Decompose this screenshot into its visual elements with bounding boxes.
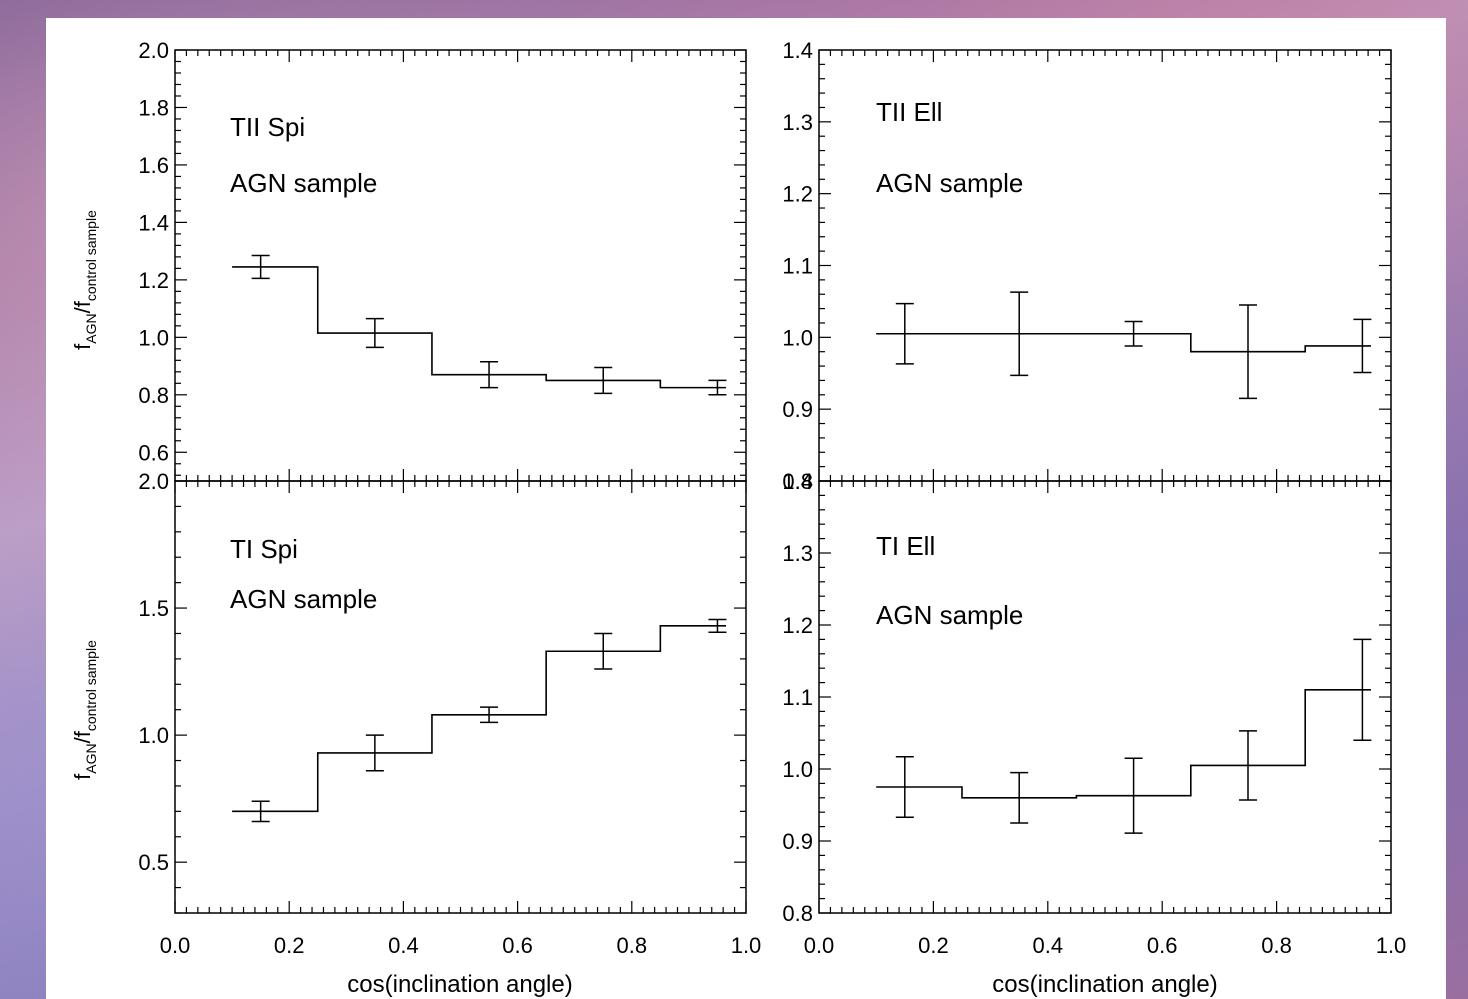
- subplot-1: 0.6 0.8 1.0 1.2 1.4 1.6 1.8 2.0 TII Spi AGN sampl…: [70, 38, 747, 482]
- x-tick-label: 0.0: [804, 933, 835, 958]
- y-tick-label: 1.0: [782, 757, 813, 782]
- error-bar: [708, 379, 727, 396]
- x-tick-label: 0.8: [617, 933, 648, 958]
- error-bar: [594, 366, 613, 395]
- y-label-sub2: control sample: [83, 210, 99, 301]
- x-axis-label: cos(inclination angle): [347, 971, 572, 998]
- panel-label: TII Ell: [876, 97, 942, 127]
- y-tick-label: 1.3: [782, 541, 813, 566]
- sample-label: AGN sample: [230, 584, 377, 614]
- y-tick-label: 0.8: [138, 383, 169, 408]
- y-tick-label: 1.0: [138, 723, 169, 748]
- error-bar: [1124, 757, 1143, 834]
- x-tick-label: 0.8: [1261, 933, 1292, 958]
- step-line: [876, 689, 1371, 799]
- error-bar: [1239, 304, 1257, 400]
- y-label-main: f: [70, 343, 95, 350]
- panel-label: TI Spi: [230, 534, 298, 564]
- y-tick-label: 1.8: [138, 95, 169, 120]
- x-axis-label: cos(inclination angle): [992, 971, 1217, 998]
- x-tick-label: 0.4: [1033, 933, 1064, 958]
- y-tick-label: 1.4: [138, 210, 169, 235]
- subplot-3: 0.5 1.0 1.5 2.0 0.0 0.2 0.4 0.6 0.8 1.0 TI Spi AGN …: [70, 469, 761, 998]
- step-line: [876, 332, 1371, 353]
- y-tick-label: 1.2: [138, 268, 169, 293]
- y-axis-label: fAGN/fcontrol sample: [70, 210, 99, 350]
- x-tick-label: 0.6: [1147, 933, 1178, 958]
- y-label-sub1: AGN: [83, 313, 99, 343]
- step-line: [232, 625, 727, 813]
- x-tick-label: 0.6: [502, 933, 533, 958]
- y-label-main: f: [70, 773, 95, 780]
- error-bar: [1124, 320, 1143, 347]
- x-tick-label: 0.2: [918, 933, 949, 958]
- y-axis-label: fAGN/fcontrol sample: [70, 640, 99, 780]
- x-tick-label: 0.4: [388, 933, 419, 958]
- y-tick-label: 1.2: [782, 613, 813, 638]
- sample-label: AGN sample: [876, 168, 1023, 198]
- panel-label: TII Spi: [230, 112, 305, 142]
- error-bar: [895, 756, 914, 818]
- step-line: [232, 266, 727, 389]
- y-label-sub1: AGN: [83, 743, 99, 773]
- y-tick-label: 1.3: [782, 110, 813, 135]
- y-tick-label: 0.9: [782, 829, 813, 854]
- y-label-sub2: control sample: [83, 640, 99, 731]
- y-tick-label: 1.6: [138, 153, 169, 178]
- subplot-2: 0.8 0.9 1.0 1.1 1.2 1.3 1.4 TII Ell AGN sample: [782, 38, 1392, 494]
- error-bar: [251, 254, 270, 280]
- sample-label: AGN sample: [876, 600, 1023, 630]
- sample-label: AGN sample: [230, 168, 377, 198]
- y-tick-label: 1.5: [138, 596, 169, 621]
- x-tick-label: 0.0: [160, 933, 191, 958]
- error-bar: [1239, 730, 1257, 801]
- error-bar: [1353, 638, 1372, 741]
- error-bar: [251, 800, 270, 823]
- y-tick-label: 0.8: [782, 901, 813, 926]
- plot-layer: 0.6 0.8 1.0 1.2 1.4 1.6 1.8 2.0 TII Spi AGN sampl…: [70, 38, 1406, 998]
- error-bar: [365, 734, 384, 772]
- y-tick-label: 2.0: [138, 38, 169, 63]
- error-bar: [1353, 318, 1372, 374]
- error-bar: [1010, 291, 1029, 377]
- error-bar: [365, 317, 384, 349]
- error-bar: [480, 361, 499, 389]
- y-tick-label: 1.1: [782, 254, 813, 279]
- y-tick-label: 0.5: [138, 850, 169, 875]
- subplot-4: 0.8 0.9 1.0 1.1 1.2 1.3 1.4 0.0 0.2 0.4 0.6 0.8 1.0 T…: [782, 469, 1406, 998]
- y-tick-label: 1.1: [782, 685, 813, 710]
- y-tick-label: 1.4: [782, 469, 813, 494]
- y-tick-label: 0.8: [782, 469, 813, 494]
- x-tick-label: 1.0: [1376, 933, 1407, 958]
- y-label-slash: /f: [70, 730, 95, 743]
- x-tick-label: 1.0: [731, 933, 762, 958]
- y-tick-label: 0.6: [138, 440, 169, 465]
- y-tick-label: 1.2: [782, 182, 813, 207]
- error-bar: [708, 618, 727, 633]
- y-tick-label: 0.9: [782, 397, 813, 422]
- error-bar: [480, 706, 499, 724]
- x-tick-label: 0.2: [274, 933, 305, 958]
- y-label-slash: /f: [70, 300, 95, 313]
- y-tick-label: 1.4: [782, 38, 813, 63]
- error-bar: [1010, 771, 1029, 824]
- error-bar: [895, 302, 914, 365]
- y-tick-label: 2.0: [138, 469, 169, 494]
- error-bar: [594, 632, 613, 670]
- y-tick-label: 1.0: [138, 325, 169, 350]
- panel-label: TI Ell: [876, 531, 935, 561]
- y-tick-label: 1.0: [782, 325, 813, 350]
